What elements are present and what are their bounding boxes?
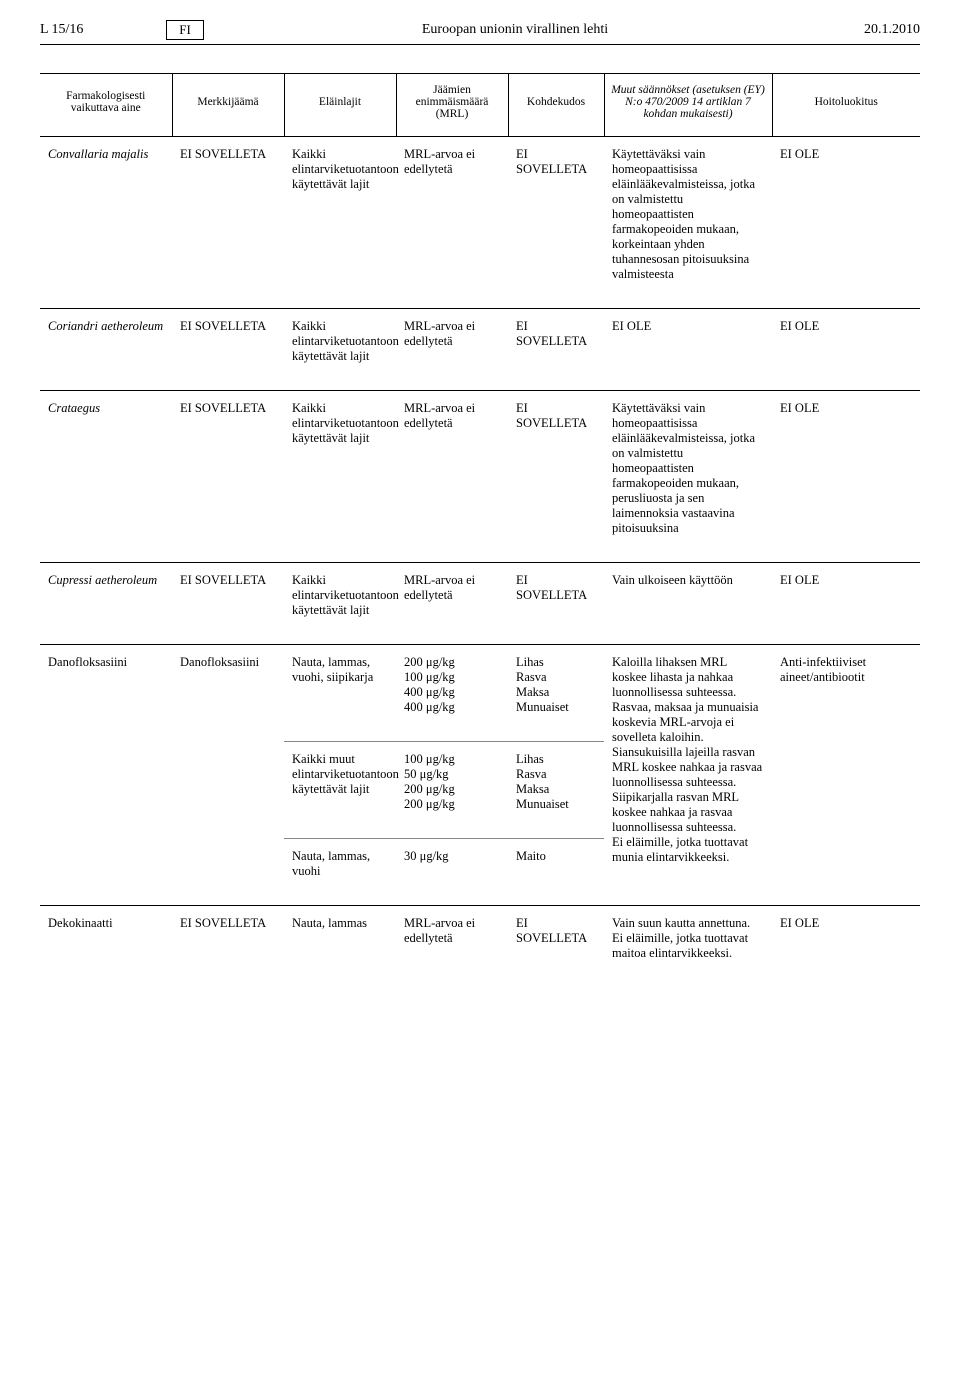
cell-mrl: MRL-arvoa ei edellytetä — [396, 391, 508, 563]
cell-therapeutic: EI OLE — [772, 309, 920, 391]
cell-marker: EI SOVELLETA — [172, 563, 284, 645]
header-left: L 15/16 — [40, 22, 150, 38]
cell-marker: EI SOVELLETA — [172, 309, 284, 391]
col-header-mrl: Jäämien enimmäismäärä (MRL) — [396, 74, 508, 137]
substance-name: Dekokinaatti — [40, 906, 172, 988]
header-language-badge: FI — [166, 20, 204, 40]
cell-therapeutic: EI OLE — [772, 391, 920, 563]
cell-therapeutic: EI OLE — [772, 563, 920, 645]
substance-name: Crataegus — [48, 401, 100, 415]
cell-tissue: EI SOVELLETA — [508, 137, 604, 309]
cell-other: Käytettäväksi vain homeopaattisissa eläi… — [604, 137, 772, 309]
col-header-marker: Merkkijäämä — [172, 74, 284, 137]
col-header-substance: Farmakologisesti vaikuttava aine — [40, 74, 172, 137]
cell-mrl: MRL-arvoa ei edellytetä — [396, 137, 508, 309]
table-row: Danofloksasiini Danofloksasiini Nauta, l… — [40, 645, 920, 742]
header-date: 20.1.2010 — [810, 22, 920, 38]
cell-marker: EI SOVELLETA — [172, 137, 284, 309]
cell-tissue: EI SOVELLETA — [508, 309, 604, 391]
cell-species: Kaikki muut elintarviketuotantoon käytet… — [284, 742, 396, 839]
cell-species: Nauta, lammas, vuohi — [284, 839, 396, 906]
cell-other: Vain suun kautta annettuna. Ei eläimille… — [604, 906, 772, 988]
col-header-tissue: Kohdekudos — [508, 74, 604, 137]
table-row: Dekokinaatti EI SOVELLETA Nauta, lammas … — [40, 906, 920, 988]
col-header-other: Muut säännökset (asetuksen (EY) N:o 470/… — [611, 84, 765, 120]
col-header-species: Eläinlajit — [284, 74, 396, 137]
cell-marker: Danofloksasiini — [172, 645, 284, 906]
substance-name: Cupressi aetheroleum — [48, 573, 157, 587]
cell-other: Vain ulkoiseen käyttöön — [604, 563, 772, 645]
header-fi-wrap: FI — [150, 20, 220, 40]
cell-species: Kaikki elintarviketuotantoon käytettävät… — [284, 391, 396, 563]
cell-mrl: 100 μg/kg 50 μg/kg 200 μg/kg 200 μg/kg — [396, 742, 508, 839]
cell-marker: EI SOVELLETA — [172, 906, 284, 988]
substance-name: Danofloksasiini — [40, 645, 172, 906]
cell-mrl: 30 μg/kg — [396, 839, 508, 906]
cell-tissue: EI SOVELLETA — [508, 391, 604, 563]
cell-tissue: Lihas Rasva Maksa Munuaiset — [508, 742, 604, 839]
cell-species: Kaikki elintarviketuotantoon käytettävät… — [284, 309, 396, 391]
substance-name: Convallaria majalis — [48, 147, 148, 161]
cell-tissue: Lihas Rasva Maksa Munuaiset — [508, 645, 604, 742]
cell-tissue: EI SOVELLETA — [508, 906, 604, 988]
table-row: Cupressi aetheroleum EI SOVELLETA Kaikki… — [40, 563, 920, 645]
table-row: Crataegus EI SOVELLETA Kaikki elintarvik… — [40, 391, 920, 563]
cell-therapeutic: EI OLE — [772, 906, 920, 988]
page-header: L 15/16 FI Euroopan unionin virallinen l… — [40, 20, 920, 45]
page: L 15/16 FI Euroopan unionin virallinen l… — [0, 0, 960, 1019]
mrl-table: Farmakologisesti vaikuttava aine Merkkij… — [40, 73, 920, 987]
cell-mrl: 200 μg/kg 100 μg/kg 400 μg/kg 400 μg/kg — [396, 645, 508, 742]
cell-other: EI OLE — [604, 309, 772, 391]
cell-mrl: MRL-arvoa ei edellytetä — [396, 906, 508, 988]
cell-species: Nauta, lammas — [284, 906, 396, 988]
cell-therapeutic: EI OLE — [772, 137, 920, 309]
cell-tissue: Maito — [508, 839, 604, 906]
table-header-row: Farmakologisesti vaikuttava aine Merkkij… — [40, 74, 920, 137]
cell-marker: EI SOVELLETA — [172, 391, 284, 563]
cell-other: Käytettäväksi vain homeopaattisissa eläi… — [604, 391, 772, 563]
cell-species: Nauta, lammas, vuohi, siipikarja — [284, 645, 396, 742]
col-header-therapeutic: Hoitoluokitus — [772, 74, 920, 137]
header-center: Euroopan unionin virallinen lehti — [220, 22, 810, 38]
cell-therapeutic: Anti-infektiiviset aineet/antibiootit — [772, 645, 920, 906]
cell-other: Kaloilla lihaksen MRL koskee lihasta ja … — [604, 645, 772, 906]
table-row: Coriandri aetheroleum EI SOVELLETA Kaikk… — [40, 309, 920, 391]
cell-mrl: MRL-arvoa ei edellytetä — [396, 563, 508, 645]
cell-mrl: MRL-arvoa ei edellytetä — [396, 309, 508, 391]
substance-name: Coriandri aetheroleum — [48, 319, 163, 333]
table-row: Convallaria majalis EI SOVELLETA Kaikki … — [40, 137, 920, 309]
cell-species: Kaikki elintarviketuotantoon käytettävät… — [284, 137, 396, 309]
cell-tissue: EI SOVELLETA — [508, 563, 604, 645]
cell-species: Kaikki elintarviketuotantoon käytettävät… — [284, 563, 396, 645]
